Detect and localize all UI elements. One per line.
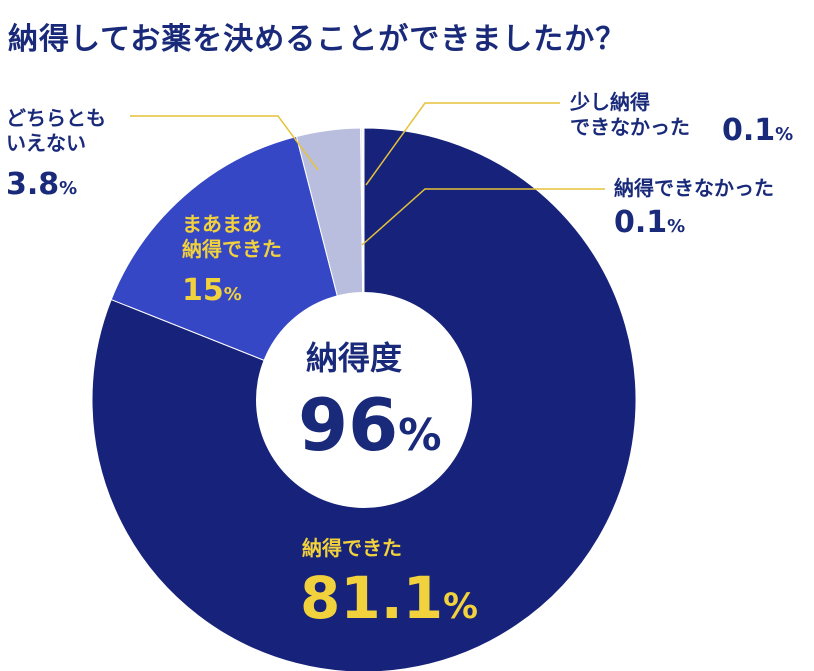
center-value: 96% bbox=[298, 380, 441, 470]
label-slightly-unsatisfied-number: 0.1 bbox=[722, 113, 776, 148]
label-unsatisfied-unit: % bbox=[667, 216, 686, 237]
label-somewhat-satisfied-unit: % bbox=[223, 284, 242, 305]
label-satisfied-number: 81.1 bbox=[300, 564, 444, 632]
label-somewhat-satisfied-number: 15 bbox=[182, 273, 224, 308]
center-value-unit: % bbox=[398, 411, 442, 461]
label-slightly-unsatisfied-line1: 少し納得 bbox=[570, 90, 650, 114]
label-neither-number: 3.8 bbox=[6, 167, 60, 202]
label-neither-line1: どちらとも bbox=[6, 106, 106, 130]
label-satisfied: 納得できた bbox=[302, 536, 402, 561]
label-neither: どちらとも いえない bbox=[6, 106, 106, 156]
center-hole bbox=[256, 292, 472, 508]
label-somewhat-satisfied-line2: 納得できた bbox=[182, 237, 282, 261]
center-value-number: 96 bbox=[298, 383, 399, 467]
label-satisfied-value: 81.1% bbox=[300, 562, 478, 635]
label-slightly-unsatisfied: 少し納得 できなかった bbox=[570, 90, 690, 140]
label-unsatisfied: 納得できなかった bbox=[614, 176, 774, 201]
label-neither-line2: いえない bbox=[6, 131, 86, 155]
label-slightly-unsatisfied-unit: % bbox=[775, 124, 794, 145]
chart-title: 納得してお薬を決めることができましたか？ bbox=[8, 22, 627, 57]
label-satisfied-text: 納得できた bbox=[302, 536, 402, 560]
label-somewhat-satisfied-value: 15% bbox=[182, 272, 242, 310]
label-somewhat-satisfied-line1: まあまあ bbox=[182, 212, 262, 236]
label-slightly-unsatisfied-line2: できなかった bbox=[570, 115, 690, 139]
center-label: 納得度 bbox=[306, 339, 403, 377]
label-slightly-unsatisfied-value: 0.1% bbox=[722, 112, 793, 150]
label-unsatisfied-number: 0.1 bbox=[614, 205, 668, 240]
label-satisfied-unit: % bbox=[443, 587, 478, 627]
leader-line-unsatisfied bbox=[361, 188, 605, 246]
leader-line-neither bbox=[130, 115, 319, 171]
label-neither-unit: % bbox=[59, 178, 78, 199]
label-neither-value: 3.8% bbox=[6, 166, 77, 204]
leader-line-slightly-unsatisfied bbox=[365, 102, 560, 186]
label-unsatisfied-value: 0.1% bbox=[614, 204, 685, 242]
label-unsatisfied-line1: 納得できなかった bbox=[614, 176, 774, 200]
label-somewhat-satisfied: まあまあ 納得できた bbox=[182, 212, 282, 262]
